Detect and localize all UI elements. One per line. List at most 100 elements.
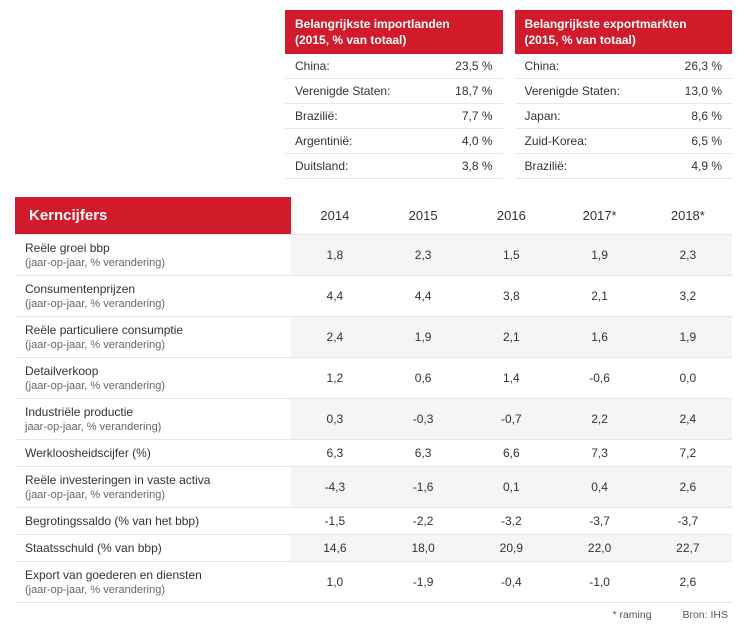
country-cell: China: xyxy=(515,54,660,79)
value-cell: -3,7 xyxy=(644,508,732,535)
value-cell: 4,4 xyxy=(379,276,467,317)
value-cell: 26,3 % xyxy=(660,54,732,79)
value-cell: 3,2 xyxy=(644,276,732,317)
imports-body: China:23,5 % Verenigde Staten:18,7 % Bra… xyxy=(285,54,503,179)
footnote-bron: Bron: IHS xyxy=(682,609,728,621)
value-cell: 7,3 xyxy=(555,440,643,467)
table-row: Staatsschuld (% van bbp)14,618,020,922,0… xyxy=(15,535,732,562)
imports-title-line1: Belangrijkste importlanden xyxy=(295,17,450,31)
indicator-label: Begrotingssaldo (% van het bbp) xyxy=(15,508,291,535)
value-cell: 0,1 xyxy=(467,467,555,508)
country-cell: Brazilië: xyxy=(285,104,430,129)
value-cell: 20,9 xyxy=(467,535,555,562)
imports-header: Belangrijkste importlanden (2015, % van … xyxy=(285,10,503,54)
table-row: Duitsland:3,8 % xyxy=(285,154,503,179)
value-cell: 8,6 % xyxy=(660,104,732,129)
value-cell: 1,2 xyxy=(291,358,379,399)
table-row: Brazilië:7,7 % xyxy=(285,104,503,129)
indicator-label: Detailverkoop(jaar-op-jaar, % veranderin… xyxy=(15,358,291,399)
value-cell: 1,9 xyxy=(379,317,467,358)
value-cell: 18,7 % xyxy=(430,79,502,104)
indicator-label: Reële investeringen in vaste activa(jaar… xyxy=(15,467,291,508)
exports-title-line1: Belangrijkste exportmarkten xyxy=(525,17,687,31)
year-header: 2017* xyxy=(555,197,643,235)
indicator-label: Industriële productiejaar-op-jaar, % ver… xyxy=(15,399,291,440)
value-cell: -0,6 xyxy=(555,358,643,399)
value-cell: -1,5 xyxy=(291,508,379,535)
country-cell: Zuid-Korea: xyxy=(515,129,660,154)
value-cell: 6,3 xyxy=(291,440,379,467)
indicator-label: Export van goederen en diensten(jaar-op-… xyxy=(15,562,291,603)
table-row: Reële investeringen in vaste activa(jaar… xyxy=(15,467,732,508)
value-cell: 2,1 xyxy=(467,317,555,358)
value-cell: 2,4 xyxy=(644,399,732,440)
value-cell: -1,6 xyxy=(379,467,467,508)
imports-table: Belangrijkste importlanden (2015, % van … xyxy=(285,10,503,179)
value-cell: -3,2 xyxy=(467,508,555,535)
value-cell: 6,5 % xyxy=(660,129,732,154)
table-row: Export van goederen en diensten(jaar-op-… xyxy=(15,562,732,603)
footnote: * raming Bron: IHS xyxy=(15,603,732,621)
value-cell: -0,3 xyxy=(379,399,467,440)
indicator-label: Consumentenprijzen(jaar-op-jaar, % veran… xyxy=(15,276,291,317)
table-row: Begrotingssaldo (% van het bbp)-1,5-2,2-… xyxy=(15,508,732,535)
value-cell: -0,7 xyxy=(467,399,555,440)
year-header: 2016 xyxy=(467,197,555,235)
value-cell: 2,3 xyxy=(379,235,467,276)
value-cell: 23,5 % xyxy=(430,54,502,79)
value-cell: 14,6 xyxy=(291,535,379,562)
indicator-label: Reële particuliere consumptie(jaar-op-ja… xyxy=(15,317,291,358)
value-cell: 6,3 xyxy=(379,440,467,467)
exports-table: Belangrijkste exportmarkten (2015, % van… xyxy=(515,10,733,179)
value-cell: 4,4 xyxy=(291,276,379,317)
kerncijfers-table: Kerncijfers 2014 2015 2016 2017* 2018* R… xyxy=(15,197,732,603)
table-row: Japan:8,6 % xyxy=(515,104,733,129)
value-cell: -3,7 xyxy=(555,508,643,535)
value-cell: 4,0 % xyxy=(430,129,502,154)
country-cell: Verenigde Staten: xyxy=(285,79,430,104)
value-cell: 0,3 xyxy=(291,399,379,440)
country-cell: Verenigde Staten: xyxy=(515,79,660,104)
country-cell: Duitsland: xyxy=(285,154,430,179)
table-row: Reële groei bbp(jaar-op-jaar, % verander… xyxy=(15,235,732,276)
exports-header: Belangrijkste exportmarkten (2015, % van… xyxy=(515,10,733,54)
indicator-label: Reële groei bbp(jaar-op-jaar, % verander… xyxy=(15,235,291,276)
value-cell: 7,7 % xyxy=(430,104,502,129)
table-row: Brazilië:4,9 % xyxy=(515,154,733,179)
value-cell: 2,6 xyxy=(644,562,732,603)
country-cell: China: xyxy=(285,54,430,79)
top-tables-row: Belangrijkste importlanden (2015, % van … xyxy=(285,10,732,179)
table-row: Detailverkoop(jaar-op-jaar, % veranderin… xyxy=(15,358,732,399)
value-cell: 1,4 xyxy=(467,358,555,399)
value-cell: 7,2 xyxy=(644,440,732,467)
value-cell: -4,3 xyxy=(291,467,379,508)
indicator-label: Werkloosheidscijfer (%) xyxy=(15,440,291,467)
value-cell: -1,0 xyxy=(555,562,643,603)
year-header: 2015 xyxy=(379,197,467,235)
country-cell: Japan: xyxy=(515,104,660,129)
value-cell: 2,6 xyxy=(644,467,732,508)
value-cell: 1,5 xyxy=(467,235,555,276)
table-row: China:23,5 % xyxy=(285,54,503,79)
value-cell: 2,1 xyxy=(555,276,643,317)
table-row: Argentinië:4,0 % xyxy=(285,129,503,154)
table-row: Verenigde Staten:18,7 % xyxy=(285,79,503,104)
value-cell: 1,9 xyxy=(555,235,643,276)
value-cell: 0,6 xyxy=(379,358,467,399)
table-row: Werkloosheidscijfer (%)6,36,36,67,37,2 xyxy=(15,440,732,467)
table-row: Zuid-Korea:6,5 % xyxy=(515,129,733,154)
year-header: 2018* xyxy=(644,197,732,235)
country-cell: Brazilië: xyxy=(515,154,660,179)
value-cell: 3,8 % xyxy=(430,154,502,179)
value-cell: 2,3 xyxy=(644,235,732,276)
value-cell: 3,8 xyxy=(467,276,555,317)
header-row: Kerncijfers 2014 2015 2016 2017* 2018* xyxy=(15,197,732,235)
year-header: 2014 xyxy=(291,197,379,235)
value-cell: 1,0 xyxy=(291,562,379,603)
table-row: Reële particuliere consumptie(jaar-op-ja… xyxy=(15,317,732,358)
value-cell: 2,2 xyxy=(555,399,643,440)
value-cell: 22,0 xyxy=(555,535,643,562)
kerncijfers-body: Reële groei bbp(jaar-op-jaar, % verander… xyxy=(15,235,732,603)
value-cell: -2,2 xyxy=(379,508,467,535)
kerncijfers-header: Kerncijfers xyxy=(15,197,291,235)
